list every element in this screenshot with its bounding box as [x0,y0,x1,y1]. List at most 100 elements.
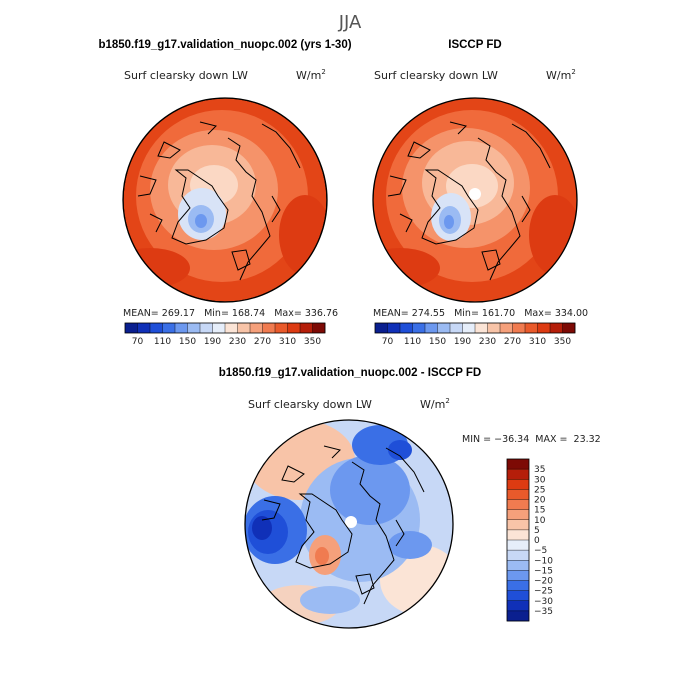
model-colorbar-swatch [125,323,138,333]
diff-colorbar-swatch [507,519,529,531]
obs-variable-label: Surf clearsky down LW [374,69,498,82]
model-colorbar-tick-label: 110 [154,337,171,347]
model-colorbar-swatch [312,323,326,333]
obs-colorbar-tick-label: 310 [529,337,546,347]
diff-coastlines [261,445,425,605]
model-colorbar-swatch [187,323,201,333]
model-colorbar: 70 110 150 190 230 270 310 350 [124,322,326,347]
obs-colorbar-swatch [487,323,501,333]
obs-colorbar-tick-label: 350 [554,337,571,347]
diff-colorbar-swatch [507,610,529,622]
model-colorbar-swatch [175,323,188,333]
obs-polar-map [373,98,577,302]
diff-colorbar-swatch [507,529,529,541]
obs-colorbar-tick-label: 110 [404,337,421,347]
obs-colorbar-swatch [537,323,551,333]
diff-colorbar-tick-label: 20 [534,496,546,506]
diff-colorbar-swatch [507,580,529,591]
obs-colorbar-swatch [450,323,463,333]
model-colorbar-tick-label: 190 [204,337,221,347]
obs-colorbar-swatch [400,323,413,333]
diff-colorbar-tick-label: 35 [534,465,545,475]
model-colorbar-swatch [287,323,301,333]
diff-colorbar-swatch [507,459,529,470]
obs-units-label: W/m2 [546,68,576,82]
model-colorbar-swatch [162,323,176,333]
diff-colorbar-tick-label: −35 [534,607,553,617]
obs-colorbar-swatch [437,323,451,333]
diff-colorbar-swatch [507,489,529,500]
figure-title: JJA [338,12,362,33]
model-units-label: W/m2 [296,68,326,82]
obs-colorbar-swatch [412,323,426,333]
model-colorbar-tick-label: 150 [179,337,196,347]
diff-colorbar-swatch [507,570,529,581]
model-stats: MEAN= 269.17 Min= 168.74 Max= 336.76 [123,308,338,319]
diff-colorbar-swatch [507,540,529,551]
diff-colorbar-tick-label: −30 [534,597,553,607]
diff-colorbar-swatch [507,469,529,480]
obs-colorbar-swatch [387,323,401,333]
model-colorbar-swatch [250,323,263,333]
obs-colorbar-swatch [462,323,476,333]
model-panel-header: b1850.f19_g17.validation_nuopc.002 (yrs … [98,39,351,51]
obs-colorbar-tick-label: 150 [429,337,446,347]
diff-panel-header: b1850.f19_g17.validation_nuopc.002 - ISC… [219,367,481,379]
obs-colorbar-tick-label: 190 [454,337,471,347]
model-colorbar-swatch [200,323,213,333]
diff-colorbar-tick-label: −10 [534,556,553,566]
obs-colorbar-swatch [475,323,488,333]
obs-stats: MEAN= 274.55 Min= 161.70 Max= 334.00 [373,308,588,319]
model-colorbar-swatch [275,323,288,333]
model-colorbar-swatch [212,323,226,333]
diff-colorbar-swatch [507,479,529,490]
model-colorbar-swatch [137,323,151,333]
diff-colorbar-tick-label: 5 [534,526,540,536]
diff-stats: MIN = −36.34 MAX = 23.32 [462,434,601,445]
model-colorbar-swatch [225,323,238,333]
diff-polar-map [245,420,453,628]
obs-colorbar-swatch [375,323,388,333]
obs-map-border [372,97,578,303]
diff-map-border [244,419,454,629]
model-colorbar-tick-label: 230 [229,337,246,347]
model-colorbar-swatch [300,323,313,333]
diff-colorbar-tick-label: −25 [534,587,553,597]
diff-units-label: W/m2 [420,397,450,411]
diff-variable-label: Surf clearsky down LW [248,398,372,411]
obs-colorbar: 70 110 150 190 230 270 310 350 [374,322,576,347]
model-colorbar-swatch [150,323,163,333]
diff-colorbar-swatch [507,509,529,521]
model-colorbar-tick-label: 70 [132,337,144,347]
obs-colorbar-swatch [525,323,538,333]
obs-colorbar-swatch [500,323,513,333]
obs-coastlines [387,121,551,281]
model-colorbar-tick-label: 310 [279,337,296,347]
model-colorbar-tick-label: 270 [254,337,271,347]
model-colorbar-tick-label: 350 [304,337,321,347]
diff-colorbar-tick-label: 15 [534,506,545,516]
model-colorbar-swatch [262,323,276,333]
diff-colorbar-tick-label: 30 [534,475,546,485]
diff-colorbar-tick-label: 10 [534,516,546,526]
model-map-border [122,97,328,303]
diff-colorbar-swatch [507,550,529,561]
model-colorbar-swatch [237,323,251,333]
diff-colorbar-tick-label: −20 [534,577,553,587]
obs-colorbar-tick-label: 230 [479,337,496,347]
diff-colorbar-swatch [507,600,529,612]
model-variable-label: Surf clearsky down LW [124,69,248,82]
diff-colorbar-swatch [507,560,529,571]
diff-colorbar-swatch [507,499,529,510]
model-coastlines [137,121,301,281]
obs-colorbar-tick-label: 270 [504,337,521,347]
diff-colorbar-tick-label: −5 [534,546,547,556]
diff-colorbar-tick-label: 25 [534,485,545,495]
obs-colorbar-tick-label: 70 [382,337,394,347]
diff-colorbar-tick-label: 0 [534,536,540,546]
diff-colorbar-swatch [507,590,529,602]
obs-colorbar-swatch [550,323,563,333]
